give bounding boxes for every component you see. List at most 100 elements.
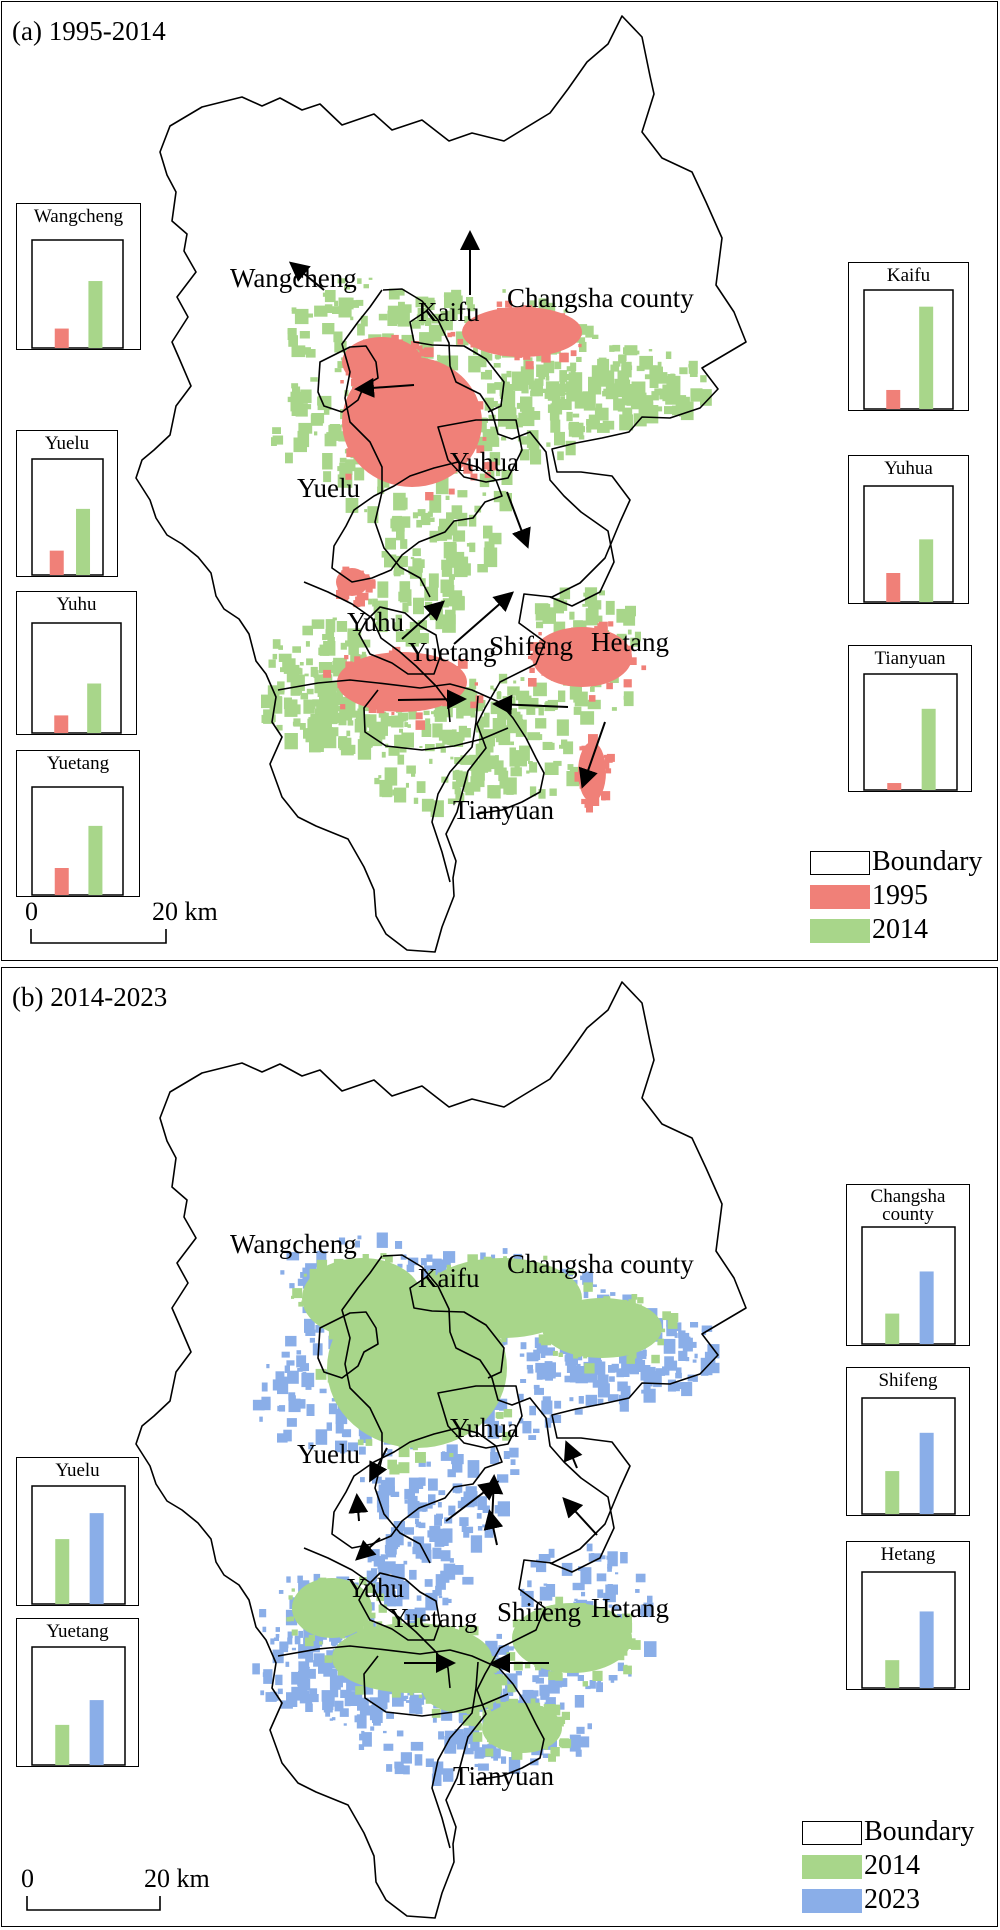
urban-patch-2014 — [634, 631, 641, 642]
urban-patch-1995 — [457, 338, 464, 345]
legend-label: Boundary — [872, 846, 983, 877]
urban-patch-2014 — [449, 1453, 454, 1458]
urban-patch-2023 — [409, 1569, 417, 1580]
urban-patch-2014 — [503, 1409, 513, 1418]
urban-patch-2014 — [573, 1353, 579, 1359]
urban-patch-2014 — [306, 688, 314, 695]
urban-patch-2023 — [519, 1353, 525, 1357]
urban-patch-2014 — [595, 403, 603, 411]
urban-patch-2014 — [611, 707, 617, 711]
urban-patch-2014 — [553, 597, 564, 614]
urban-patch-2014 — [440, 310, 453, 331]
urban-patch-2023 — [326, 1422, 332, 1431]
outer-boundary — [135, 15, 747, 953]
urban-patch-2014 — [339, 707, 348, 716]
district-boundary — [341, 1255, 431, 1564]
urban-patch-2014 — [420, 321, 425, 326]
urban-patch-2023 — [440, 1770, 445, 1775]
urban-patch-2014 — [512, 417, 523, 428]
urban-patch-2023 — [325, 1670, 329, 1673]
urban-patch-2014 — [482, 429, 492, 440]
urban-patch-2014 — [482, 492, 487, 496]
urban-patch-2014 — [449, 520, 458, 532]
urban-patch-2014 — [282, 659, 295, 668]
urban-patch-2014 — [288, 335, 298, 347]
urban-patch-2014 — [619, 1299, 628, 1308]
urban-patch-2023 — [542, 1753, 550, 1758]
urban-patch-2014 — [377, 486, 385, 494]
urban-patch-2023 — [629, 1363, 639, 1375]
urban-patch-2023 — [432, 1761, 444, 1775]
urban-patch-2014 — [333, 695, 343, 703]
urban-patch-2023 — [569, 1371, 578, 1383]
urban-patch-2014 — [323, 471, 332, 483]
urban-patch-1995 — [624, 645, 632, 653]
urban-patch-2014 — [357, 708, 365, 720]
urban-patch-2023 — [278, 1590, 284, 1594]
urban-patch-2023 — [400, 1752, 412, 1764]
urban-patch-2014 — [594, 374, 602, 386]
urban-patch-2023 — [585, 1394, 598, 1406]
urban-patch-2014 — [417, 620, 427, 630]
urban-patch-2023 — [376, 1232, 388, 1248]
district-boundary — [331, 461, 503, 583]
urban-patch-2023 — [366, 1570, 377, 1582]
urban-patch-2023 — [287, 1370, 299, 1384]
urban-patch-2014 — [538, 707, 544, 716]
urban-patch-2023 — [297, 1575, 303, 1583]
urban-patch-2023 — [594, 1354, 601, 1363]
urban-patch-2014 — [473, 347, 478, 355]
urban-patch-2014 — [363, 1620, 374, 1631]
urban-patch-2023 — [580, 1567, 592, 1585]
urban-patch-2014 — [680, 407, 687, 413]
urban-patch-2014 — [622, 1613, 632, 1624]
urban-patch-2023 — [529, 1693, 536, 1697]
urban-patch-2014 — [488, 414, 496, 421]
urban-patch-2023 — [470, 1535, 483, 1553]
urban-patch-2023 — [520, 1379, 527, 1383]
urban-patch-2014 — [674, 406, 679, 412]
urban-patch-2023 — [380, 1590, 393, 1601]
urban-patch-2014 — [404, 1318, 414, 1328]
urban-patch-2014 — [316, 744, 324, 752]
urban-patch-2014 — [425, 317, 432, 326]
urban-patch-2023 — [277, 1405, 283, 1412]
urban-patch-2014 — [411, 772, 416, 777]
urban-patch-2023 — [529, 1405, 536, 1416]
urban-patch-1995 — [570, 350, 577, 357]
urban-patch-2014 — [574, 392, 589, 409]
urban-patch-1995 — [541, 353, 551, 363]
urban-patch-2014 — [340, 700, 346, 708]
urban-patch-1995 — [356, 570, 364, 578]
urban-patch-2014 — [318, 662, 333, 674]
urban-patch-2023 — [275, 1371, 285, 1383]
urban-patch-2023 — [281, 1351, 290, 1358]
urban-patch-2023 — [438, 1490, 446, 1496]
inset-bars — [31, 1485, 126, 1605]
urban-patch-2014 — [519, 745, 530, 761]
urban-patch-2014 — [688, 364, 693, 368]
urban-patch-2014 — [400, 539, 408, 549]
urban-patch-2014 — [543, 360, 555, 374]
urban-patch-2023 — [591, 1553, 595, 1557]
urban-patch-1995 — [455, 666, 461, 672]
inset-bar — [54, 715, 69, 733]
urban-patch-2014 — [357, 1439, 364, 1446]
urban-patch-2014 — [299, 662, 304, 666]
inset-chart: Yuhua — [848, 455, 969, 604]
urban-patch-2014 — [576, 356, 582, 362]
urban-patch-2014 — [621, 396, 629, 406]
scale-label-zero: 0 — [25, 897, 38, 926]
urban-patch-2023 — [582, 1271, 594, 1285]
urban-patch-2014 — [352, 636, 361, 648]
urban-patch-2014 — [355, 299, 364, 306]
inset-bar — [919, 306, 934, 409]
urban-patch-2014 — [590, 686, 595, 692]
urban-patch-2014 — [649, 365, 657, 376]
urban-patch-2014 — [511, 1749, 523, 1760]
urban-patch-2014 — [519, 449, 530, 461]
urban-patch-2014 — [272, 696, 283, 708]
urban-patch-2014 — [419, 332, 431, 345]
urban-patch-2014 — [334, 300, 339, 307]
urban-patch-2023 — [437, 1502, 442, 1508]
